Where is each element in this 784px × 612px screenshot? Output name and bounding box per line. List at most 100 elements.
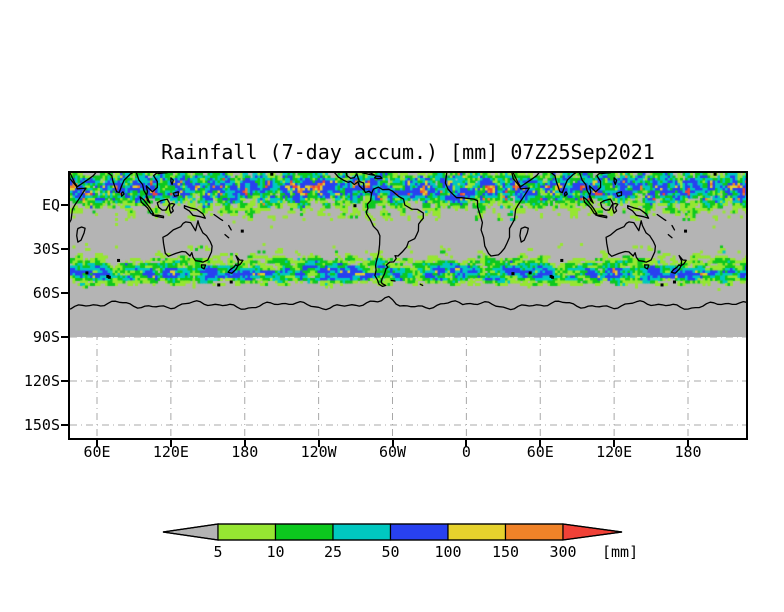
- coastline: [550, 173, 577, 194]
- x-axis-label: 120W: [300, 443, 337, 461]
- coastline: [563, 191, 568, 197]
- legend-arrow-left: [162, 523, 219, 541]
- coastline: [512, 173, 540, 188]
- x-axis-label: 180: [231, 443, 259, 461]
- x-axis-tick: [613, 438, 616, 447]
- island-dot: [660, 283, 664, 287]
- y-axis-tick: [61, 292, 70, 294]
- legend-bin: [332, 523, 392, 541]
- island-dot: [511, 272, 515, 276]
- island-dot: [117, 258, 121, 262]
- island-dot: [560, 258, 564, 262]
- y-axis-tick: [61, 336, 70, 338]
- island-dot: [217, 283, 221, 287]
- island-dot: [106, 274, 110, 278]
- coastline: [373, 175, 383, 180]
- coastline: [678, 254, 687, 267]
- coastline: [670, 264, 682, 274]
- coastline-layer: [70, 173, 746, 311]
- legend-units-label: [mm]: [602, 543, 638, 561]
- coastline: [200, 264, 207, 270]
- coastline: [168, 202, 176, 214]
- coastline: [615, 191, 623, 197]
- x-axis-tick: [539, 438, 542, 447]
- island-dot: [270, 173, 274, 176]
- map-plot-frame: [68, 171, 748, 440]
- coastline: [151, 214, 165, 219]
- island-dot: [713, 173, 717, 176]
- y-axis-tick: [61, 248, 70, 250]
- coastline: [224, 233, 230, 239]
- x-axis-tick: [96, 438, 98, 447]
- y-axis-tick: [61, 380, 70, 382]
- island-dot: [549, 274, 553, 278]
- coastline: [107, 173, 134, 194]
- y-axis-label: 120S: [23, 372, 60, 390]
- coastline: [70, 175, 87, 224]
- coastline: [667, 233, 673, 239]
- coastline: [671, 224, 676, 231]
- x-axis-label: 180: [674, 443, 702, 461]
- island-dot: [240, 229, 244, 233]
- y-axis-label: 90S: [32, 328, 60, 346]
- island-dot: [672, 280, 676, 284]
- coastline: [601, 173, 611, 175]
- coastline: [595, 214, 608, 219]
- x-axis-tick: [169, 438, 172, 447]
- y-axis-label: 30S: [32, 240, 60, 258]
- coastline: [213, 213, 224, 222]
- legend-bin: [447, 523, 507, 541]
- coastline: [139, 196, 155, 215]
- coastline: [419, 283, 424, 287]
- coastline: [183, 205, 206, 219]
- legend-tick-label: 150: [492, 543, 519, 561]
- coastline: [170, 177, 174, 186]
- coastline: [519, 226, 529, 243]
- coastline: [172, 191, 179, 197]
- coastline: [156, 198, 171, 211]
- legend-tick-label: 10: [266, 543, 284, 561]
- x-axis-tick: [391, 438, 394, 447]
- x-axis-tick: [243, 438, 246, 447]
- coastline: [613, 177, 618, 186]
- y-axis-label: 60S: [32, 284, 60, 302]
- legend-colorbar: 5 10 25 50 100 150 300 [mm]: [162, 523, 638, 561]
- coastline: [228, 224, 232, 231]
- coastline: [135, 173, 160, 204]
- x-axis-label: 60E: [526, 443, 554, 461]
- coastline: [227, 264, 239, 274]
- coastline: [390, 279, 396, 282]
- coastline: [345, 173, 365, 191]
- y-axis-label: 150S: [23, 416, 60, 434]
- x-axis-label: 120E: [596, 443, 633, 461]
- x-axis-label: 60W: [378, 443, 407, 461]
- antarctica-coastline: [70, 295, 746, 311]
- legend-outline: [162, 523, 623, 541]
- legend-arrow-right: [562, 523, 623, 541]
- coastline: [605, 220, 657, 263]
- coastline: [656, 213, 667, 222]
- coastline: [627, 205, 650, 219]
- coastline: [162, 220, 213, 263]
- x-axis-tick: [687, 438, 689, 447]
- island-dot: [528, 271, 532, 275]
- x-axis-label: 60E: [83, 443, 111, 461]
- coastline: [157, 173, 168, 175]
- coastline: [120, 191, 125, 197]
- coastline: [582, 196, 598, 215]
- coastline: [235, 254, 244, 267]
- x-axis-label: 0: [461, 443, 471, 461]
- y-axis-tick: [61, 424, 70, 426]
- x-axis-label: 120E: [152, 443, 189, 461]
- legend-tick-label: 25: [324, 543, 342, 561]
- coastline: [612, 202, 619, 214]
- island-dot: [229, 280, 233, 284]
- coastline: [579, 173, 603, 204]
- island-dot: [684, 229, 688, 233]
- legend-tick-label: 5: [213, 543, 222, 561]
- legend-bin: [389, 523, 449, 541]
- legend-tick-label: 300: [549, 543, 576, 561]
- coastline: [76, 226, 86, 243]
- coastline: [334, 173, 373, 194]
